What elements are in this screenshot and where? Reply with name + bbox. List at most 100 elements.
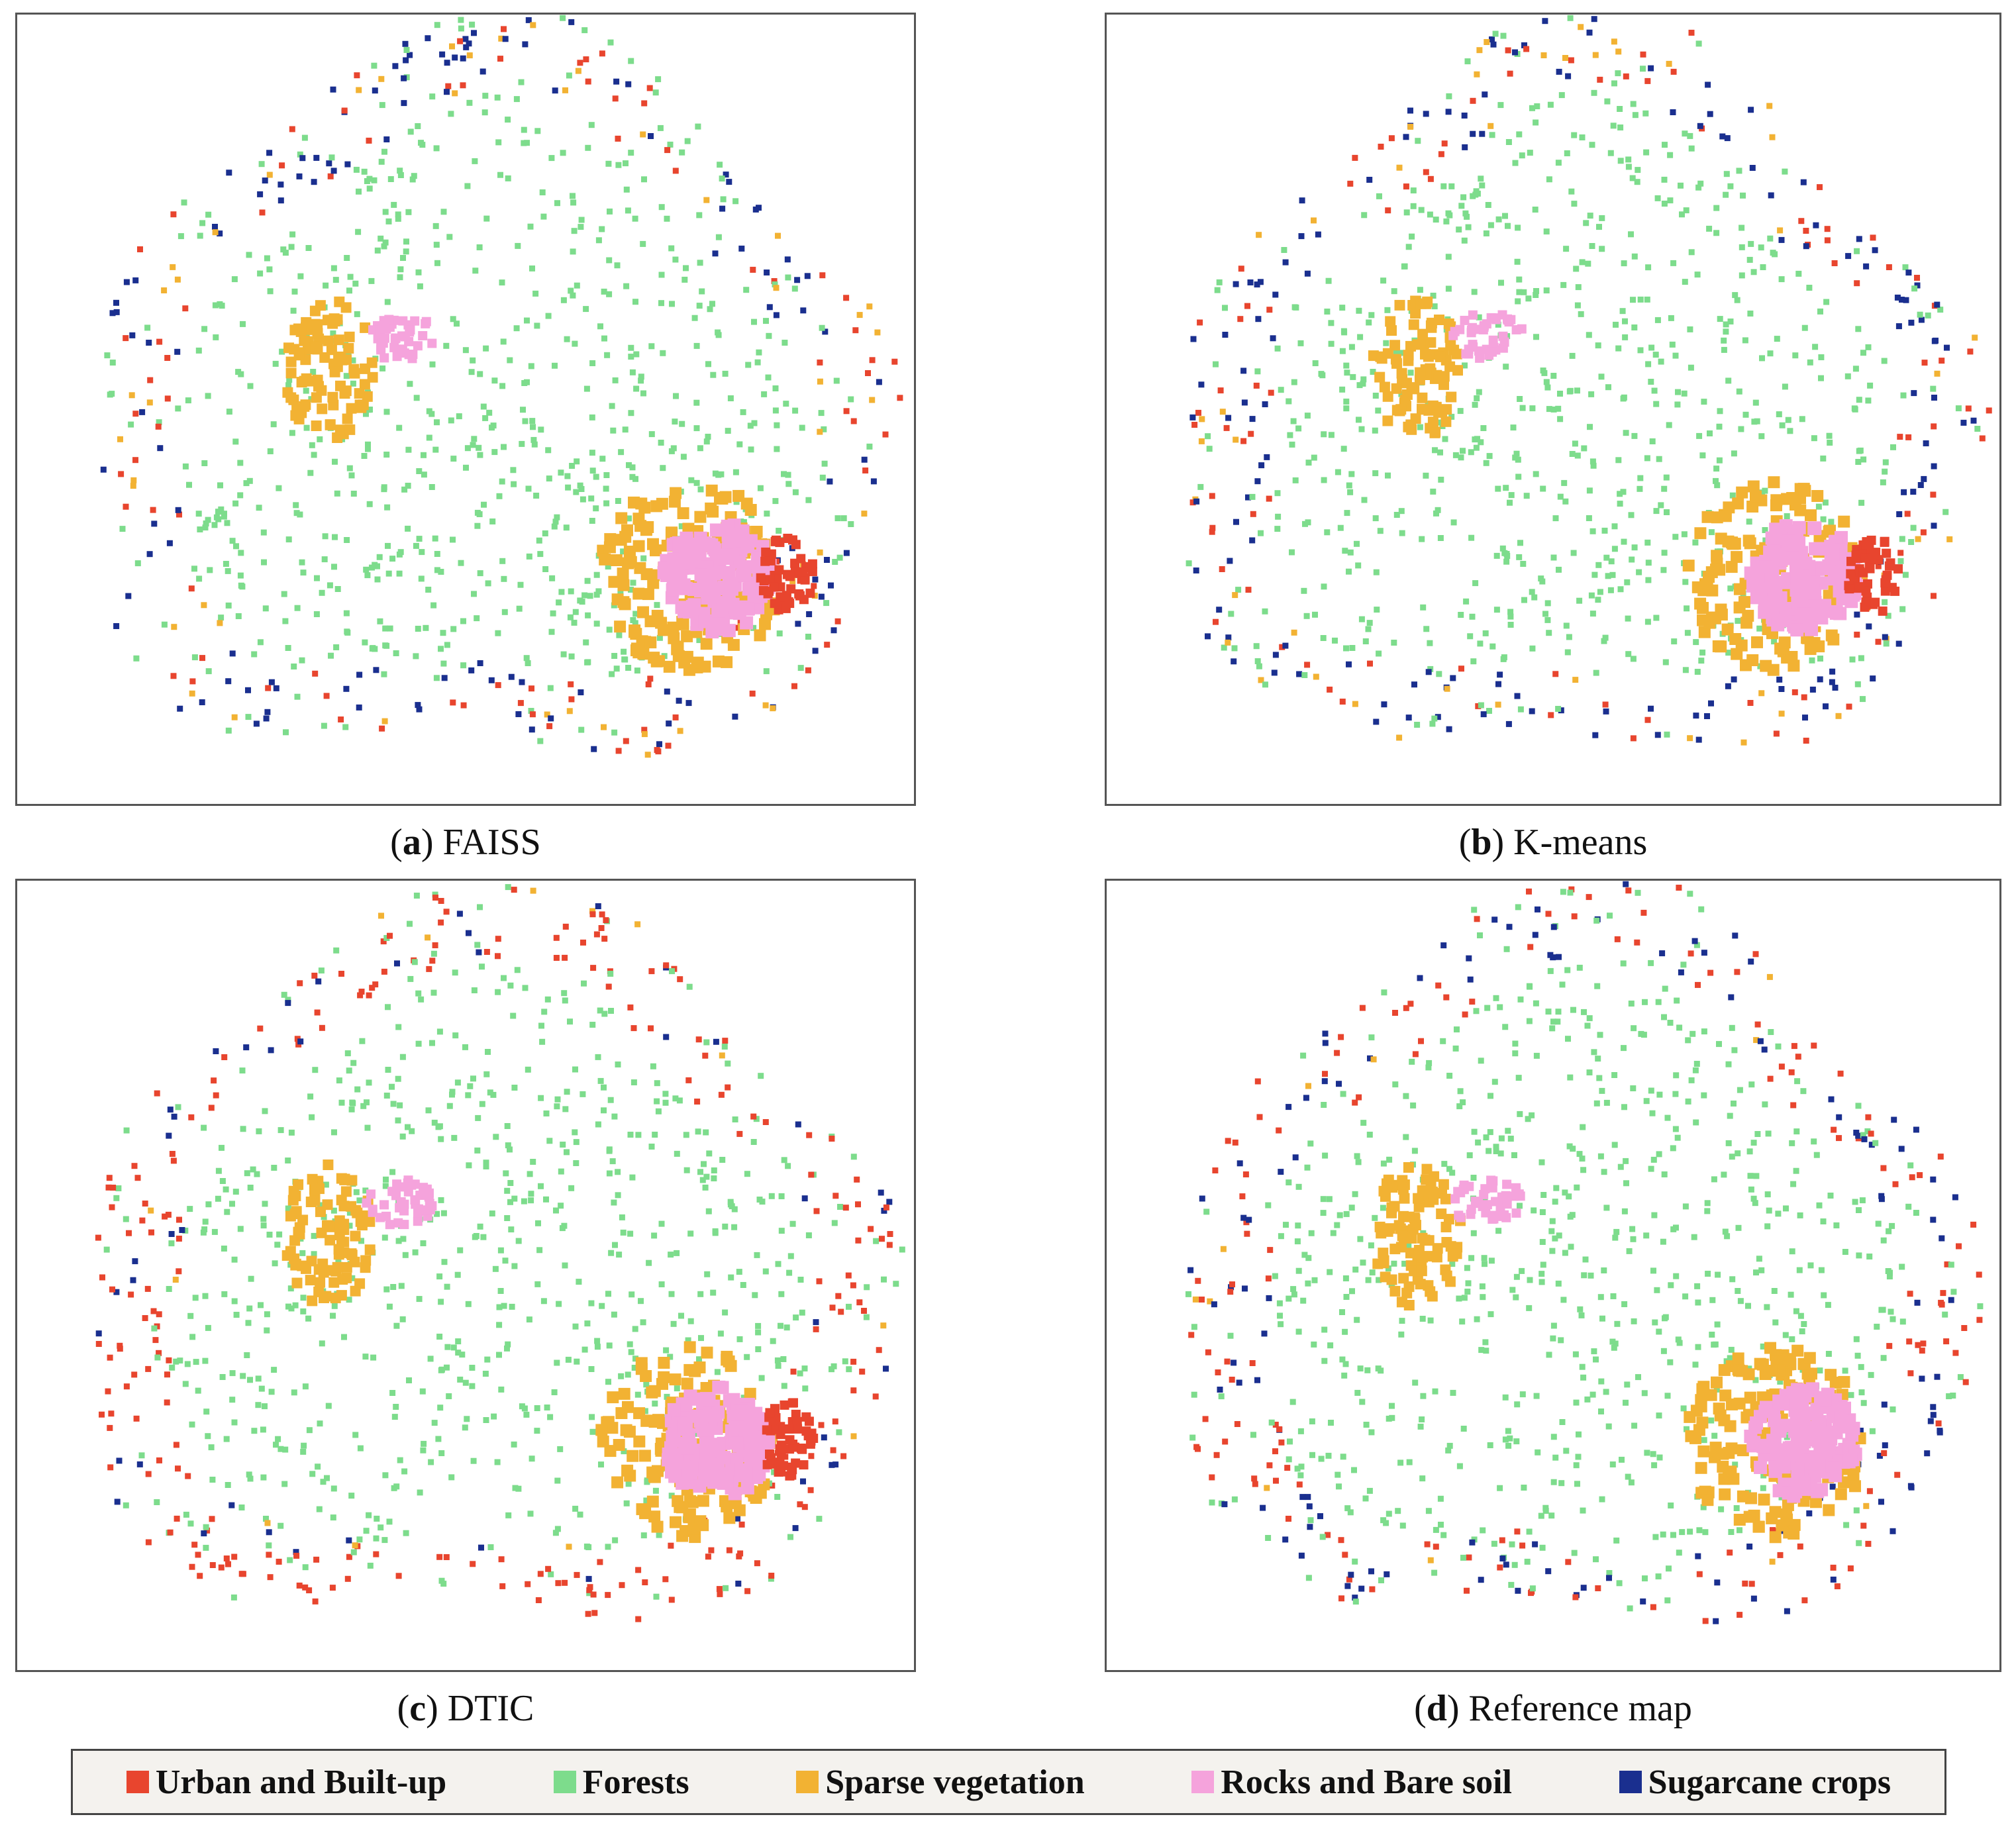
map-pixel — [558, 469, 564, 476]
map-pixel — [697, 445, 703, 452]
map-pixel — [1563, 622, 1570, 629]
map-pixel — [722, 1223, 729, 1230]
map-pixel — [769, 582, 779, 592]
map-pixel — [390, 1101, 397, 1107]
map-pixel — [1660, 567, 1667, 573]
map-pixel — [1441, 140, 1448, 147]
map-pixel — [489, 424, 495, 431]
map-pixel — [280, 246, 287, 253]
map-pixel — [1717, 316, 1723, 322]
map-pixel — [1403, 134, 1409, 140]
map-pixel — [703, 438, 710, 445]
map-pixel — [577, 1511, 583, 1518]
map-pixel — [1469, 613, 1476, 620]
map-pixel — [508, 673, 515, 680]
map-pixel — [1285, 1104, 1292, 1110]
map-pixel — [1940, 1290, 1946, 1297]
map-pixel — [313, 154, 320, 161]
map-pixel — [1887, 583, 1897, 593]
map-pixel — [231, 1554, 238, 1560]
map-pixel — [1490, 313, 1500, 323]
map-pixel — [174, 1515, 180, 1522]
map-pixel — [1664, 731, 1670, 738]
map-pixel — [113, 1289, 120, 1295]
map-pixel — [1736, 388, 1742, 395]
map-pixel — [477, 570, 483, 577]
map-pixel — [660, 350, 666, 356]
map-pixel — [564, 1089, 570, 1095]
map-pixel — [438, 919, 444, 926]
map-pixel — [1738, 426, 1744, 432]
map-pixel — [211, 1228, 218, 1235]
map-pixel — [832, 1418, 838, 1425]
map-pixel — [95, 1234, 101, 1241]
map-pixel — [710, 1289, 717, 1296]
map-pixel — [379, 333, 389, 343]
map-pixel — [118, 471, 125, 477]
map-pixel — [1782, 168, 1788, 175]
map-pixel — [293, 1226, 304, 1238]
map-pixel — [1419, 536, 1425, 542]
map-pixel — [319, 1024, 325, 1031]
map-pixel — [658, 1357, 670, 1369]
map-pixel — [723, 172, 729, 178]
map-pixel — [1482, 319, 1491, 329]
map-pixel — [1860, 456, 1867, 463]
map-pixel — [1593, 669, 1599, 676]
map-pixel — [1513, 1438, 1520, 1445]
map-pixel — [411, 173, 417, 179]
map-pixel — [403, 1530, 409, 1536]
map-pixel — [1649, 438, 1656, 444]
map-pixel — [230, 1594, 237, 1601]
map-pixel — [623, 1426, 636, 1438]
map-pixel — [623, 552, 636, 565]
map-pixel — [1568, 188, 1575, 195]
map-pixel — [1272, 652, 1279, 658]
map-pixel — [816, 1278, 823, 1285]
map-pixel — [736, 1336, 743, 1342]
map-pixel — [1372, 427, 1378, 434]
map-pixel — [1937, 307, 1944, 313]
map-pixel — [479, 963, 485, 970]
map-pixel — [572, 1323, 579, 1330]
map-pixel — [107, 1354, 113, 1361]
map-pixel — [344, 1575, 351, 1582]
map-pixel — [130, 483, 136, 489]
map-pixel — [345, 350, 352, 357]
map-pixel — [1865, 344, 1872, 350]
map-pixel — [1225, 634, 1232, 641]
map-pixel — [1580, 1167, 1587, 1173]
map-pixel — [474, 942, 481, 948]
map-pixel — [656, 634, 663, 641]
map-pixel — [1789, 524, 1803, 538]
map-pixel — [154, 1499, 160, 1505]
map-pixel — [1799, 416, 1805, 422]
map-pixel — [491, 1413, 497, 1420]
map-pixel — [607, 971, 614, 977]
map-pixel — [1882, 634, 1888, 640]
map-pixel — [1918, 317, 1925, 323]
map-pixel — [612, 95, 619, 102]
map-pixel — [697, 1519, 709, 1532]
map-pixel — [1636, 569, 1642, 575]
map-pixel — [1712, 640, 1725, 652]
map-pixel — [568, 653, 575, 660]
map-pixel — [601, 1084, 607, 1091]
map-pixel — [482, 415, 489, 421]
map-pixel — [469, 1383, 476, 1389]
map-pixel — [615, 162, 622, 168]
map-pixel — [1923, 440, 1929, 446]
map-pixel — [1645, 577, 1652, 583]
map-pixel — [1977, 1303, 1984, 1310]
map-pixel — [1499, 337, 1509, 347]
map-pixel — [1721, 1171, 1727, 1178]
map-pixel — [729, 1420, 742, 1434]
map-pixel — [740, 1282, 746, 1288]
map-pixel — [1685, 1037, 1691, 1044]
map-pixel — [418, 140, 424, 146]
map-pixel — [330, 330, 336, 336]
map-pixel — [1474, 346, 1484, 356]
map-pixel — [770, 705, 776, 712]
map-pixel — [722, 370, 729, 377]
map-pixel — [1401, 263, 1408, 270]
